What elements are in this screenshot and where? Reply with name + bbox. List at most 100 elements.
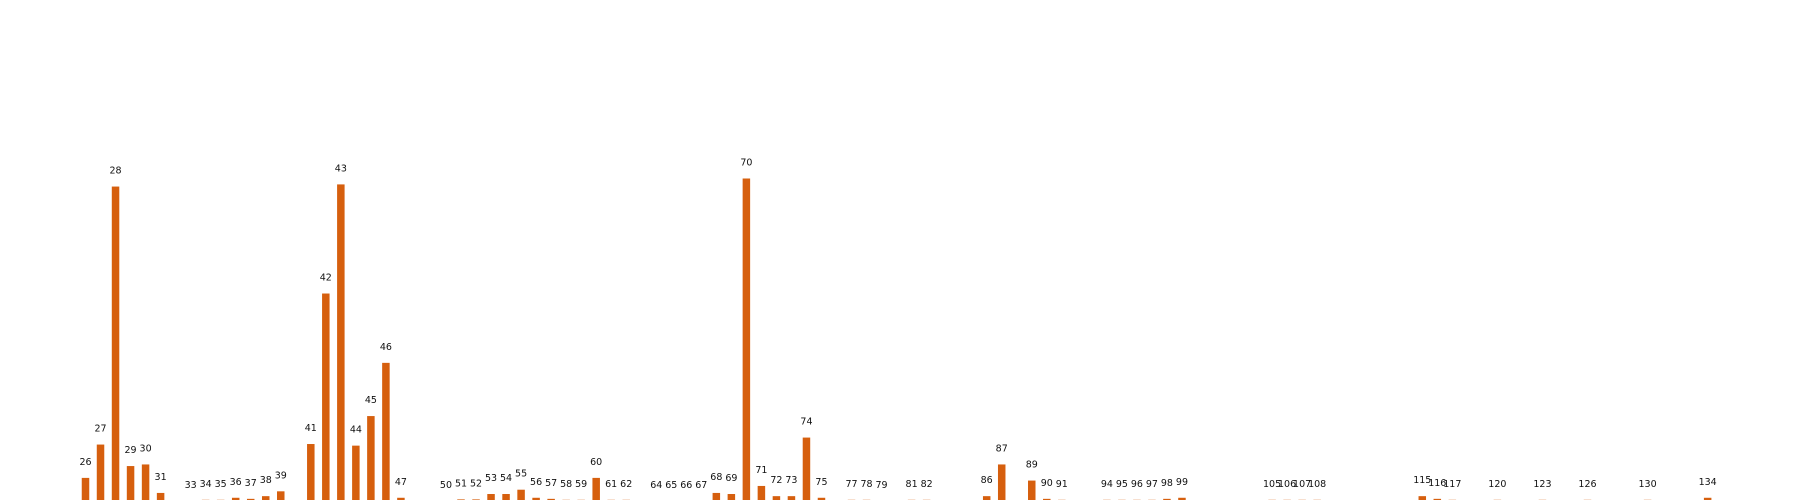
data-label-29: 29: [125, 445, 137, 456]
bar-53: [487, 494, 495, 500]
data-label-51: 51: [455, 478, 467, 489]
bar-56: [532, 497, 540, 500]
bar-43: [337, 184, 345, 500]
data-label-72: 72: [770, 475, 782, 486]
data-label-94: 94: [1101, 479, 1113, 490]
data-label-69: 69: [725, 473, 737, 484]
bar-36: [231, 497, 240, 500]
data-label-78: 78: [860, 479, 872, 490]
data-label-81: 81: [906, 479, 918, 490]
data-label-57: 57: [545, 478, 557, 489]
data-label-106: 106: [1278, 479, 1296, 490]
data-label-116: 116: [1428, 478, 1446, 489]
bar-29: [126, 466, 135, 500]
bar-72: [772, 496, 781, 500]
bar-37: [246, 498, 255, 500]
bar-46: [382, 362, 390, 500]
data-label-37: 37: [245, 478, 257, 489]
data-label-77: 77: [845, 479, 857, 490]
data-label-91: 91: [1056, 479, 1068, 490]
data-label-126: 126: [1578, 479, 1596, 490]
labels-group: 26 27 28 29 30 31 33 34 35 36 37 38 39 41 42 43 44 45 46 47…: [79, 158, 1716, 492]
bar-60: [592, 477, 600, 500]
data-label-26: 26: [79, 457, 91, 468]
data-label-89: 89: [1026, 460, 1038, 471]
bar-54: [502, 494, 510, 500]
data-label-55: 55: [515, 469, 527, 480]
data-label-117: 117: [1443, 479, 1461, 490]
data-label-79: 79: [876, 480, 888, 491]
data-label-95: 95: [1116, 479, 1128, 490]
data-label-44: 44: [350, 425, 362, 436]
bar-115: [1418, 496, 1427, 500]
bar-86: [982, 496, 991, 500]
data-label-31: 31: [155, 472, 167, 483]
data-label-34: 34: [200, 479, 212, 490]
data-label-123: 123: [1533, 479, 1551, 490]
bar-27: [96, 444, 105, 500]
data-label-65: 65: [665, 480, 677, 491]
bar-87: [997, 464, 1006, 500]
data-label-97: 97: [1146, 479, 1158, 490]
data-label-35: 35: [215, 479, 227, 490]
data-label-82: 82: [921, 479, 933, 490]
bar-98: [1163, 498, 1171, 500]
data-label-99: 99: [1176, 477, 1188, 488]
data-label-75: 75: [815, 477, 827, 488]
bar-73: [787, 496, 796, 500]
bar-89: [1028, 480, 1036, 500]
data-label-61: 61: [605, 479, 617, 490]
bar-57: [547, 498, 555, 500]
data-label-56: 56: [530, 477, 542, 488]
data-label-62: 62: [620, 479, 632, 490]
data-label-64: 64: [650, 480, 662, 491]
data-label-50: 50: [440, 480, 452, 491]
bar-42: [322, 293, 330, 500]
data-label-98: 98: [1161, 478, 1173, 489]
data-label-66: 66: [680, 480, 692, 491]
data-label-68: 68: [710, 472, 722, 483]
data-label-67: 67: [695, 480, 707, 491]
data-label-130: 130: [1639, 479, 1657, 490]
bar-31: [156, 492, 165, 500]
bar-38: [261, 496, 270, 500]
bar-45: [367, 416, 375, 500]
bar-99: [1178, 497, 1186, 500]
bar-30: [141, 464, 150, 500]
data-label-36: 36: [230, 477, 242, 488]
data-label-105: 105: [1263, 479, 1281, 490]
data-label-59: 59: [575, 479, 587, 490]
bar-70: [742, 178, 751, 500]
bar-134: [1703, 497, 1712, 500]
data-label-70: 70: [740, 158, 752, 169]
bar-39: [277, 491, 285, 500]
data-label-71: 71: [755, 465, 767, 476]
data-label-39: 39: [275, 470, 287, 481]
data-label-52: 52: [470, 478, 482, 489]
data-label-86: 86: [981, 475, 993, 486]
data-label-60: 60: [590, 457, 602, 468]
data-label-73: 73: [785, 475, 797, 486]
data-label-108: 108: [1308, 479, 1326, 490]
data-label-54: 54: [500, 473, 512, 484]
data-label-87: 87: [996, 443, 1008, 454]
bar-44: [352, 445, 360, 500]
data-label-30: 30: [140, 443, 152, 454]
data-label-42: 42: [320, 273, 332, 284]
bar-28: [111, 186, 120, 500]
data-label-41: 41: [305, 423, 317, 434]
data-label-45: 45: [365, 395, 377, 406]
data-label-74: 74: [800, 417, 812, 428]
data-label-33: 33: [185, 480, 197, 491]
bar-116: [1433, 498, 1442, 500]
bar-75: [817, 497, 826, 500]
bars-group: [81, 178, 1712, 500]
bar-47: [397, 497, 405, 500]
data-label-58: 58: [560, 479, 572, 490]
bar-26: [81, 477, 90, 500]
bar-68: [712, 492, 721, 500]
data-label-90: 90: [1041, 478, 1053, 489]
bar-41: [307, 444, 315, 500]
data-label-115: 115: [1413, 475, 1431, 486]
